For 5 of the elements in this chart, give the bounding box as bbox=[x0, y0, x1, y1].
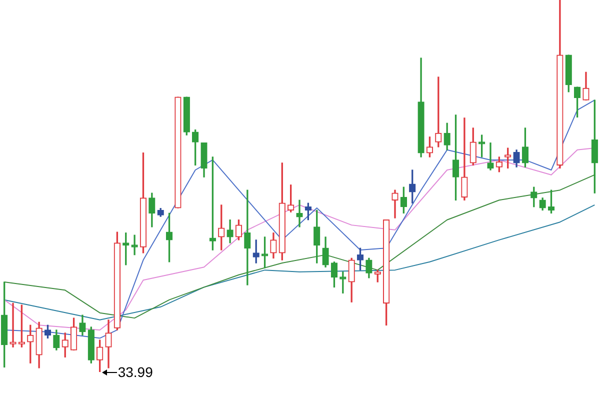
candlestick bbox=[296, 200, 303, 228]
annotation: 33.99 bbox=[118, 363, 153, 381]
candlestick bbox=[487, 142, 494, 170]
candlestick bbox=[131, 234, 138, 256]
candlestick bbox=[461, 118, 468, 200]
